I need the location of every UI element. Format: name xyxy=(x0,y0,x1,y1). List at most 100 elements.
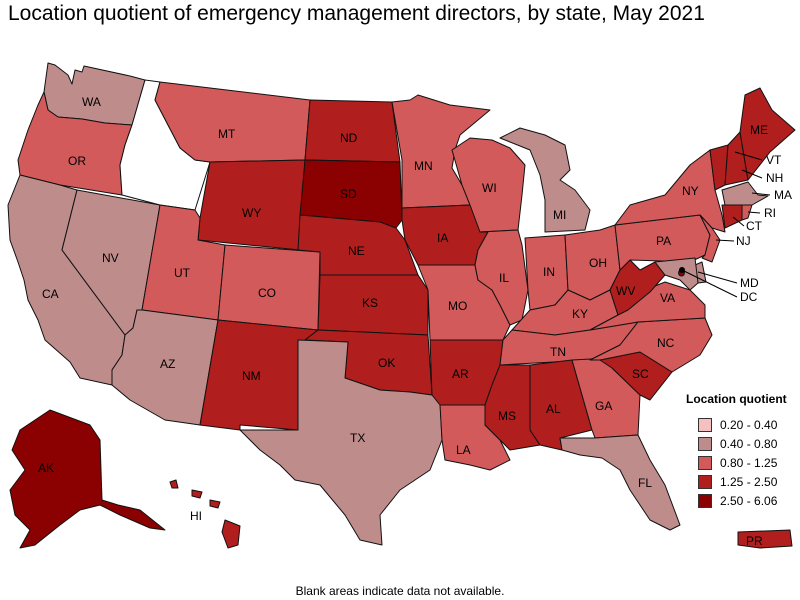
leader-DC xyxy=(681,269,738,298)
label-KY: KY xyxy=(572,307,588,321)
label-TX: TX xyxy=(350,431,365,445)
leader-VT xyxy=(734,151,763,161)
label-OH: OH xyxy=(589,256,607,270)
legend-label: 1.25 - 2.50 xyxy=(720,474,778,489)
label-DC: DC xyxy=(740,290,758,304)
label-CT: CT xyxy=(746,219,763,233)
state-MD[interactable] xyxy=(654,257,699,291)
label-NH: NH xyxy=(766,171,783,185)
label-KS: KS xyxy=(362,296,378,310)
label-ND: ND xyxy=(340,131,358,145)
label-LA: LA xyxy=(456,443,471,457)
label-MA: MA xyxy=(774,188,792,202)
state-ME[interactable] xyxy=(739,87,796,181)
label-WV: WV xyxy=(616,284,635,298)
label-PA: PA xyxy=(656,234,671,248)
state-WY[interactable] xyxy=(197,159,306,251)
label-NM: NM xyxy=(242,369,261,383)
label-ME: ME xyxy=(750,123,768,137)
label-PR: PR xyxy=(746,534,763,548)
legend-item: 0.80 - 1.25 xyxy=(686,453,796,472)
state-MI[interactable] xyxy=(499,127,591,233)
label-MT: MT xyxy=(218,127,236,141)
label-MO: MO xyxy=(448,299,467,313)
label-OK: OK xyxy=(378,356,395,370)
state-NJ[interactable] xyxy=(699,214,721,263)
label-AL: AL xyxy=(546,402,561,416)
label-AR: AR xyxy=(452,367,469,381)
label-OR: OR xyxy=(68,154,86,168)
state-HI[interactable] xyxy=(169,479,241,549)
label-MN: MN xyxy=(414,159,433,173)
legend-title: Location quotient xyxy=(686,392,787,406)
state-WI[interactable] xyxy=(451,137,526,233)
leader-lines xyxy=(681,151,771,298)
label-NJ: NJ xyxy=(736,234,751,248)
state-FL[interactable] xyxy=(559,434,681,531)
state-TX[interactable] xyxy=(239,339,443,546)
label-RI: RI xyxy=(764,206,776,220)
state-WA[interactable] xyxy=(43,62,146,126)
state-IL[interactable] xyxy=(474,229,529,326)
leader-CT xyxy=(732,216,745,227)
leader-NJ xyxy=(715,239,735,242)
legend-swatch xyxy=(698,493,712,508)
legend-label: 0.20 - 0.40 xyxy=(720,417,778,432)
label-SC: SC xyxy=(632,367,649,381)
label-AZ: AZ xyxy=(160,357,175,371)
label-MS: MS xyxy=(498,409,516,423)
label-NE: NE xyxy=(348,244,365,258)
footnote: Blank areas indicate data not available. xyxy=(295,584,505,598)
label-VT: VT xyxy=(766,153,782,167)
state-PR[interactable] xyxy=(737,529,793,549)
label-WI: WI xyxy=(482,181,497,195)
legend-swatch xyxy=(698,417,712,432)
legend-item: 1.25 - 2.50 xyxy=(686,472,796,491)
label-NY: NY xyxy=(682,184,699,198)
legend-label: 2.50 - 6.06 xyxy=(720,493,778,508)
leader-MA xyxy=(751,192,771,196)
map-title: Location quotient of emergency managemen… xyxy=(8,2,705,25)
label-MI: MI xyxy=(553,208,566,222)
state-AK[interactable] xyxy=(9,409,166,549)
label-VA: VA xyxy=(660,291,675,305)
legend-label: 0.40 - 0.80 xyxy=(720,436,778,451)
legend-swatch xyxy=(698,436,712,451)
legend-item: 0.40 - 0.80 xyxy=(686,434,796,453)
legend-item: 0.20 - 0.40 xyxy=(686,415,796,434)
legend-swatch xyxy=(698,455,712,470)
label-SD: SD xyxy=(340,187,357,201)
label-IA: IA xyxy=(437,231,448,245)
label-GA: GA xyxy=(595,399,612,413)
label-WA: WA xyxy=(82,95,101,109)
legend-item: 2.50 - 6.06 xyxy=(686,491,796,510)
label-HI: HI xyxy=(190,509,202,523)
label-CA: CA xyxy=(42,287,59,301)
label-TN: TN xyxy=(550,345,566,359)
dc-marker xyxy=(679,267,685,273)
legend-swatch xyxy=(698,474,712,489)
leader-RI xyxy=(747,211,761,214)
legend-items: 0.20 - 0.40 0.40 - 0.80 0.80 - 1.25 1.25 - … xyxy=(686,415,796,510)
leader-MD xyxy=(697,271,738,284)
label-AK: AK xyxy=(38,461,54,475)
state-KS[interactable] xyxy=(317,274,429,336)
label-CO: CO xyxy=(258,286,276,300)
state-CT[interactable] xyxy=(721,204,743,229)
leader-NH xyxy=(741,169,763,179)
state-labels: WA OR CA NV MT WY UT AZ CO NM ND SD NE K… xyxy=(38,95,792,548)
legend: Location quotient 0.20 - 0.40 0.40 - 0.80… xyxy=(686,392,796,510)
legend-label: 0.80 - 1.25 xyxy=(720,455,778,470)
state-MA[interactable] xyxy=(721,181,769,206)
label-IL: IL xyxy=(499,271,509,285)
label-UT: UT xyxy=(174,266,191,280)
label-IN: IN xyxy=(543,265,555,279)
label-WY: WY xyxy=(242,206,261,220)
state-NC[interactable] xyxy=(589,317,713,373)
label-NC: NC xyxy=(657,336,675,350)
state-RI[interactable] xyxy=(741,204,753,221)
label-MD: MD xyxy=(740,276,759,290)
label-NV: NV xyxy=(102,251,119,265)
label-FL: FL xyxy=(638,476,652,490)
